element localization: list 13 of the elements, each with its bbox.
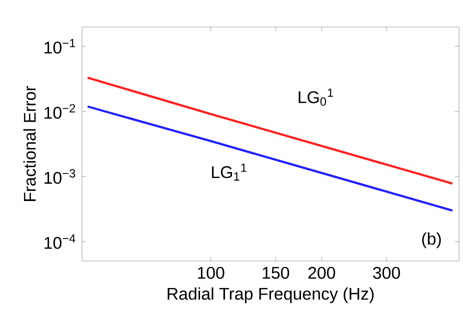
x-axis-title: Radial Trap Frequency (Hz) xyxy=(168,287,374,304)
y-tick-label: 10$^{−3}$ xyxy=(44,169,76,184)
annotation: LG$_{0}$1 xyxy=(298,88,334,106)
annotation: LG$_{1}$1 xyxy=(212,164,246,181)
y-tick-label: 10$^{−4}$ xyxy=(44,234,76,249)
x-tick-label: 150 xyxy=(262,266,290,279)
y-axis-title: Fractional Error xyxy=(23,86,36,201)
x-tick-label: 100 xyxy=(198,266,224,279)
x-tick-label: 300 xyxy=(373,266,400,279)
x-tick-label: 200 xyxy=(308,266,336,279)
y-tick-label: 10$^{−2}$ xyxy=(44,104,76,119)
annotation: (b) xyxy=(422,232,441,248)
y-tick-label: 10$^{−1}$ xyxy=(44,39,76,54)
